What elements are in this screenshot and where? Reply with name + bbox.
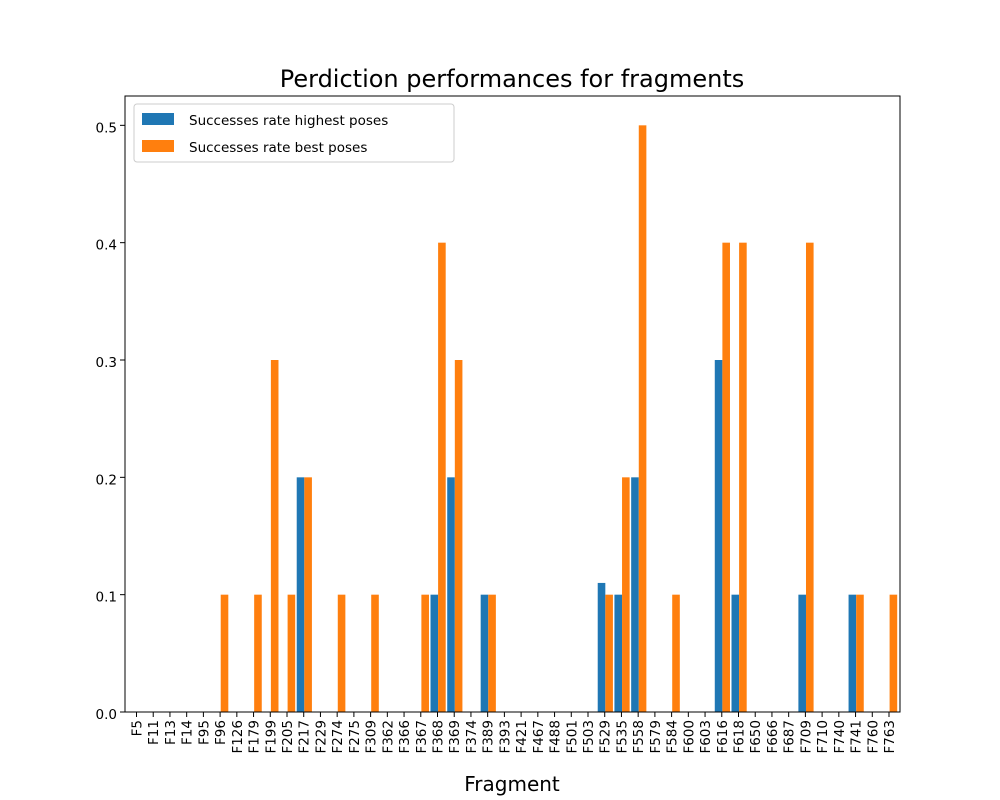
bar-best-f179 [254,594,262,712]
bar-best-f205 [287,594,296,712]
plot-frame [124,95,901,713]
legend-swatch-highest-poses [142,113,174,125]
y-axis: 0.0 0.1 0.2 0.3 0.4 0.5 [96,120,125,723]
bar-best-f369 [454,360,463,712]
bar-best-f529 [605,594,613,712]
x-tick-label-f205: F205 [280,720,296,754]
x-tick-label-f368: F368 [431,720,447,754]
x-tick-label-f95: F95 [196,720,212,745]
bar-best-f741 [856,594,864,712]
x-tick-label-f369: F369 [447,720,463,754]
bar-best-f763 [889,594,898,712]
x-tick-label-f374: F374 [464,720,480,754]
y-tick-label: 0.3 [96,355,117,371]
legend-frame [133,103,455,163]
bar-best-f367 [421,594,429,712]
x-tick-label-f600: F600 [681,720,697,754]
x-tick-label-f603: F603 [698,720,714,754]
x-tick-label-f389: F389 [481,720,497,754]
bar-highest-f217 [296,477,305,712]
x-tick-label-f179: F179 [247,720,263,754]
bar-highest-f741 [848,594,857,712]
bar-highest-f389 [480,594,489,712]
x-tick-label-f535: F535 [614,720,630,754]
x-tick-label-f763: F763 [882,720,898,754]
x-tick-label-f741: F741 [849,720,865,754]
x-tick-label-f760: F760 [865,720,881,754]
y-tick-label: 0.0 [96,707,117,723]
x-tick-label-f529: F529 [598,720,614,754]
bar-best-f199 [270,360,279,712]
bar-highest-f369 [447,477,455,712]
bar-highest-f529 [597,582,606,712]
x-tick-label-f687: F687 [782,720,798,754]
bar-best-f96 [220,594,229,712]
bar-best-f389 [488,594,496,712]
y-tick-label: 0.5 [96,120,117,136]
x-tick-label-f558: F558 [631,720,647,754]
y-tick-label: 0.2 [96,472,117,488]
bar-best-f217 [304,477,312,712]
x-tick-label-f96: F96 [213,720,229,745]
x-tick-label-f362: F362 [380,720,396,754]
x-tick-label-f229: F229 [313,720,329,754]
x-tick-label-f274: F274 [330,720,346,754]
x-tick-label-f126: F126 [230,720,246,754]
x-tick-label-f275: F275 [347,720,363,754]
bar-highest-f558 [631,477,639,712]
bar-highest-f618 [731,594,740,712]
x-tick-label-f217: F217 [297,720,313,754]
x-tick-label-f501: F501 [564,720,580,754]
bar-best-f709 [805,242,814,713]
x-tick-label-f650: F650 [748,720,764,754]
bar-best-f584 [672,594,680,712]
x-axis-label: Fragment [464,772,560,796]
x-axis: F5 F11 F13 F14 F95 F96 F126 F179 F199 F205 F217 F22… [130,712,898,754]
x-tick-label-f616: F616 [715,720,731,754]
x-tick-label-f11: F11 [146,720,162,745]
bar-highest-f709 [798,594,806,712]
x-tick-label-f367: F367 [414,720,430,754]
bar-best-f618 [739,242,747,713]
bar-best-f535 [622,477,630,712]
legend-swatch-best-poses [142,140,174,152]
x-tick-label-f503: F503 [581,720,597,754]
x-tick-label-f309: F309 [364,720,380,754]
bar-best-f558 [638,125,647,712]
x-tick-label-f14: F14 [180,720,196,745]
x-tick-label-f740: F740 [832,720,848,754]
x-tick-label-f584: F584 [665,720,681,754]
bar-highest-f616 [714,360,723,712]
x-tick-label-f710: F710 [815,720,831,754]
bar-best-f616 [722,242,730,713]
x-tick-label-f467: F467 [531,720,547,754]
bars [220,125,898,713]
bar-best-f368 [438,242,446,713]
x-tick-label-f709: F709 [798,720,814,754]
legend-label-highest-poses: Successes rate highest poses [189,113,388,129]
x-tick-label-f421: F421 [514,720,530,754]
bar-best-f274 [337,594,346,712]
x-tick-label-f13: F13 [163,720,179,745]
y-tick-label: 0.4 [96,238,117,254]
bar-highest-f535 [614,594,623,712]
x-tick-label-f488: F488 [548,720,564,754]
x-tick-label-f5: F5 [130,720,146,736]
bar-best-f309 [371,594,379,712]
legend-label-best-poses: Successes rate best poses [189,140,367,156]
y-tick-label: 0.1 [96,590,117,606]
x-tick-label-f618: F618 [732,720,748,754]
x-tick-label-f393: F393 [497,720,513,754]
x-tick-label-f666: F666 [765,720,781,754]
legend: Successes rate highest poses Successes r… [133,103,455,163]
x-tick-label-f366: F366 [397,720,413,754]
bar-highest-f368 [430,594,439,712]
x-tick-label-f199: F199 [263,720,279,754]
x-tick-label-f579: F579 [648,720,664,754]
chart-title: Perdiction performances for fragments [280,65,745,93]
